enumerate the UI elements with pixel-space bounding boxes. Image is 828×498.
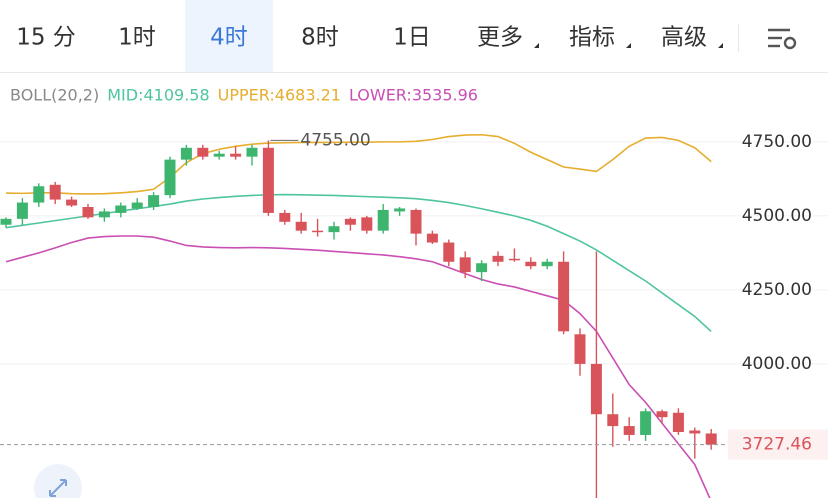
settings-icon[interactable] (768, 28, 797, 50)
candle-body (508, 258, 520, 261)
candle-body (623, 426, 635, 435)
candle-body (262, 147, 274, 213)
y-tick-label: 4000.00 (742, 354, 812, 374)
candle-body (295, 221, 307, 231)
candle-body (164, 159, 176, 196)
last-price-box (728, 429, 828, 460)
candle-body (246, 147, 258, 157)
indicator-label: BOLL(20,2) (10, 86, 99, 105)
tab[interactable]: 8时 (301, 25, 339, 51)
dropdown-caret (534, 43, 539, 48)
candle-body (607, 414, 619, 427)
dropdown-caret (718, 43, 723, 48)
active-tab-bg (185, 0, 273, 72)
candle-body (574, 334, 586, 364)
candle-body (558, 261, 570, 332)
candle-body (115, 205, 127, 213)
candle-body (689, 430, 701, 434)
candle-body (590, 363, 602, 415)
y-tick-label: 4500.00 (742, 206, 812, 226)
candle-body (672, 412, 684, 432)
candle-body (98, 211, 110, 218)
candle-body (410, 209, 422, 234)
candle-body (230, 153, 242, 157)
plot: 4000.00 4250.00 4500.00 4750.00 BOLL(20,2) MI… (0, 86, 828, 498)
tab[interactable]: 15 分 (16, 25, 76, 51)
candle-body (82, 206, 94, 218)
y-tick-label: 4750.00 (742, 132, 812, 152)
candle-body (279, 212, 291, 222)
candle-body (16, 202, 28, 219)
candle-body (459, 257, 471, 273)
tab[interactable]: 更多 (477, 25, 523, 51)
boll-line (5, 193, 712, 333)
expand-button[interactable] (34, 464, 82, 498)
candle-body (640, 411, 652, 435)
high-marker-label: 4755.00 (300, 130, 370, 150)
candle-body (394, 208, 406, 212)
tabs: 15 分 1时 4时 8时 1日 更多 指标 高级 (16, 25, 723, 51)
candle-body (213, 153, 225, 157)
last-price-label: 3727.46 (742, 435, 812, 455)
candle-body (361, 217, 373, 231)
candle-body (66, 199, 78, 206)
indicator-value: UPPER:4683.21 (218, 86, 341, 105)
candle-body (328, 226, 340, 233)
candle-body (476, 263, 488, 273)
boll-line (5, 235, 711, 498)
candle-body (377, 209, 389, 231)
candle-body (344, 218, 356, 225)
candle-body (131, 202, 143, 209)
candle-body (0, 218, 12, 225)
candle-body (656, 411, 668, 418)
candle-body (541, 261, 553, 267)
candle-body (49, 184, 61, 200)
candle-body (148, 195, 160, 207)
candle-body (492, 255, 504, 262)
tab[interactable]: 高级 (661, 25, 707, 51)
tab[interactable]: 1时 (118, 25, 156, 51)
candle-body (33, 186, 45, 203)
dropdown-caret (626, 43, 631, 48)
y-tick-label: 4250.00 (742, 280, 812, 300)
tab[interactable]: 指标 (569, 25, 615, 51)
candle-body (426, 233, 438, 243)
tab[interactable]: 4时 (210, 25, 248, 51)
candle-body (443, 242, 455, 262)
candle-body (197, 147, 209, 157)
candle-body (525, 261, 537, 267)
boll-line (5, 133, 712, 195)
candle-body (705, 433, 717, 445)
tab[interactable]: 1日 (393, 25, 431, 51)
candle-body (180, 147, 192, 160)
indicator-value: LOWER:3535.96 (349, 86, 478, 105)
candle-body (312, 230, 324, 233)
indicator-value: MID:4109.58 (107, 86, 209, 105)
